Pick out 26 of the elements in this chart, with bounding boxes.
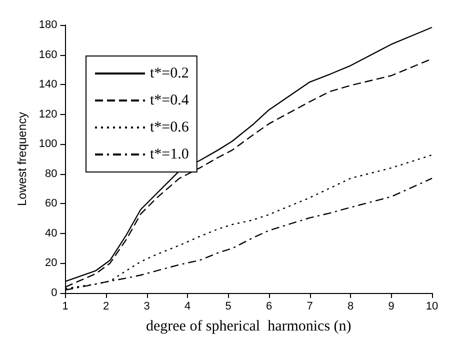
x-tick-label: 10 xyxy=(426,300,438,312)
y-tick-label: 160 xyxy=(38,48,58,61)
y-axis-title: Lowest frequency xyxy=(15,112,29,206)
x-tick-label: 9 xyxy=(388,300,394,312)
x-tick-label: 6 xyxy=(266,300,272,312)
y-tick-label: 20 xyxy=(45,257,58,270)
legend-label: t*=0.2 xyxy=(150,66,189,82)
y-tick-label: 180 xyxy=(38,19,58,31)
y-tick-label: 0 xyxy=(51,287,58,299)
y-tick-label: 80 xyxy=(45,168,58,180)
y-tick-label: 40 xyxy=(45,227,58,240)
y-tick-label: 100 xyxy=(38,138,58,150)
legend-label: t*=0.6 xyxy=(150,120,190,136)
x-tick-label: 1 xyxy=(62,300,68,312)
legend-label: t*=0.4 xyxy=(150,92,190,108)
x-tick-label: 2 xyxy=(102,300,110,312)
y-tick-label: 120 xyxy=(38,108,58,120)
x-tick-label: 8 xyxy=(347,300,354,312)
legend-label: t*=1.0 xyxy=(150,146,189,162)
x-tick-label: 3 xyxy=(144,300,150,312)
y-tick-label: 60 xyxy=(45,198,58,210)
x-tick-label: 4 xyxy=(184,300,191,312)
x-tick-label: 7 xyxy=(306,300,313,312)
x-axis-title: degree of spherical harmonics (n) xyxy=(146,318,352,334)
x-tick-label: 5 xyxy=(225,300,232,312)
y-tick-label: 140 xyxy=(38,78,58,91)
